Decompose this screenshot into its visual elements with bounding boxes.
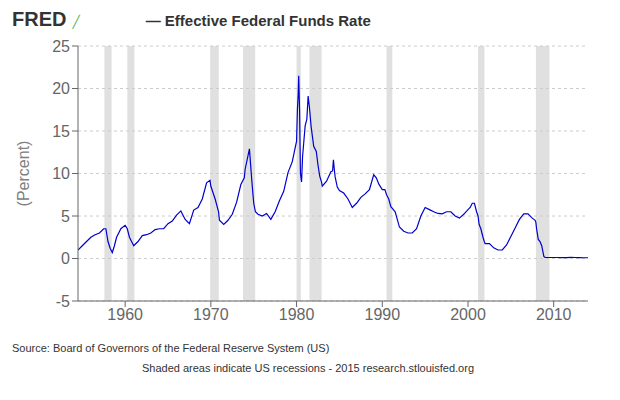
svg-text:1970: 1970 (193, 306, 229, 323)
svg-text:5: 5 (61, 208, 70, 225)
svg-text:10: 10 (52, 165, 70, 182)
svg-text:1990: 1990 (364, 306, 400, 323)
svg-text:15: 15 (52, 123, 70, 140)
html-text:Shaded areas indicate US reces: Shaded areas indicate US recessions - 20… (142, 362, 474, 374)
svg-text:-5: -5 (56, 293, 70, 310)
svg-text:2000: 2000 (450, 306, 486, 323)
svg-text:(Percent): (Percent) (15, 141, 32, 207)
html-text:Source: Board of Governors of: Source: Board of Governors of the Federa… (12, 342, 330, 354)
svg-text:1960: 1960 (107, 306, 143, 323)
svg-text:1980: 1980 (279, 306, 315, 323)
svg-text:25: 25 (52, 38, 70, 55)
html-text:— Effective Federal Funds Rate: — Effective Federal Funds Rate (145, 12, 371, 29)
html-text:FRED ╱: FRED ╱ (12, 8, 80, 30)
svg-text:2010: 2010 (536, 306, 572, 323)
svg-text:20: 20 (52, 80, 70, 97)
svg-text:0: 0 (61, 250, 70, 267)
